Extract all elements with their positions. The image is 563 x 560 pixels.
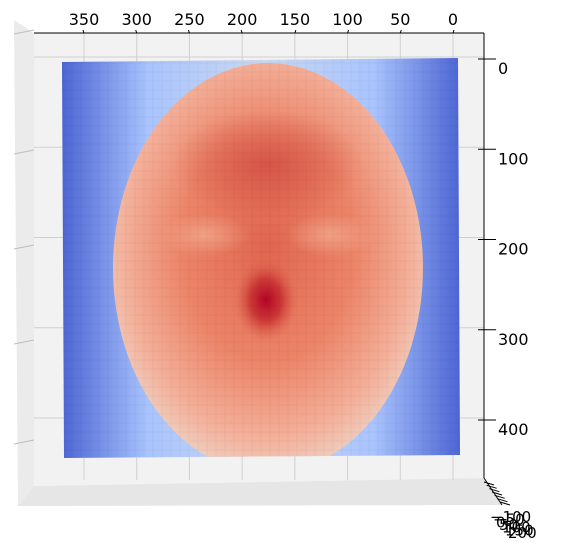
x-tick [347,29,350,34]
x-tick-label: 0 [448,10,458,29]
y-tick-label: 200 [498,240,529,259]
z-tick-label: 0 [496,513,506,531]
left-pane-gridline [13,339,35,345]
y-tick-label: 100 [498,149,529,168]
x-tick-label: 200 [227,10,258,29]
left-pane-gridline [13,149,35,155]
z-tick-label: 200 [508,524,537,542]
x-tick-label: 250 [174,10,205,29]
surface-facets [62,58,460,458]
x-tick [452,29,455,34]
z-tick-label: 150 [505,521,534,539]
x-tick [399,29,402,34]
left-pane [14,20,34,506]
y-tick-label: 300 [498,330,529,349]
left-pane-gridline [13,439,35,445]
z-tick-label: 100 [502,519,531,537]
y-axis-ticks: 0 100 200 300 400 [478,58,529,439]
z-tick [483,481,495,486]
x-tick-label: 300 [121,10,152,29]
x-tick [82,29,85,34]
x-tick-label: 150 [280,10,311,29]
y-tick-label: 400 [498,420,529,439]
z-tick [486,484,497,489]
x-tick-label: 50 [390,10,410,29]
bottom-pane [18,478,502,506]
x-tick [135,29,138,34]
y-tick-label: 0 [498,59,508,78]
x-tick [240,29,243,34]
z-tick-label: −100 [490,508,531,526]
x-tick-label: 100 [332,10,363,29]
z-tick [489,488,500,493]
x-tick [187,29,190,34]
z-tick [499,501,511,506]
z-tick-label: −50 [493,511,525,529]
x-tick [294,29,297,34]
surface [62,58,460,458]
z-tick [494,494,505,499]
x-tick-label: 350 [69,10,100,29]
x-axis-ticks: 350 300 250 200 150 100 50 0 [69,10,458,34]
left-pane-gridline [13,29,35,35]
z-tick [491,491,503,496]
left-pane-gridline [13,244,35,250]
z-tick [497,498,508,503]
z-tick-label: 50 [499,516,518,534]
